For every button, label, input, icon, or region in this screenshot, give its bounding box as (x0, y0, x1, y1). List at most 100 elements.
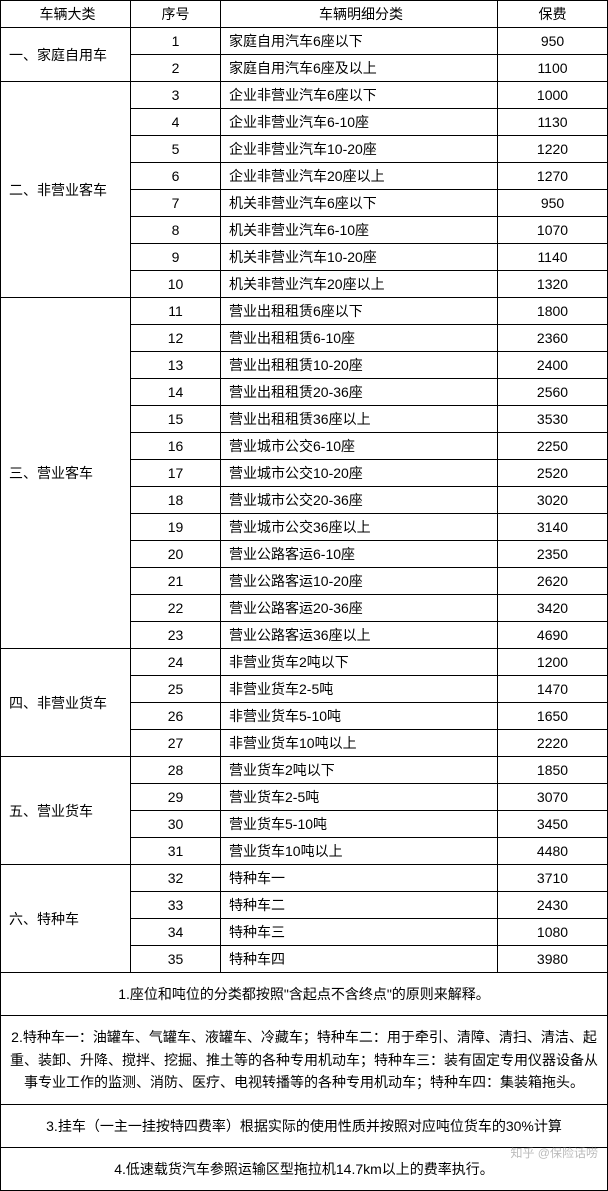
header-row: 车辆大类 序号 车辆明细分类 保费 (1, 1, 608, 28)
seq-cell: 26 (131, 703, 221, 730)
seq-cell: 16 (131, 433, 221, 460)
seq-cell: 29 (131, 784, 221, 811)
detail-cell: 机关非营业汽车6-10座 (221, 217, 498, 244)
table-row: 一、家庭自用车1家庭自用汽车6座以下950 (1, 28, 608, 55)
fee-cell: 1080 (498, 919, 608, 946)
category-cell: 四、非营业货车 (1, 649, 131, 757)
note-row: 4.低速载货汽车参照运输区型拖拉机14.7km以上的费率执行。 (1, 1147, 608, 1190)
fee-cell: 1200 (498, 649, 608, 676)
seq-cell: 3 (131, 82, 221, 109)
detail-cell: 企业非营业汽车10-20座 (221, 136, 498, 163)
fee-cell: 2360 (498, 325, 608, 352)
detail-cell: 营业出租租赁6-10座 (221, 325, 498, 352)
fee-cell: 1270 (498, 163, 608, 190)
fee-cell: 1850 (498, 757, 608, 784)
seq-cell: 11 (131, 298, 221, 325)
fee-cell: 4690 (498, 622, 608, 649)
note-cell: 4.低速载货汽车参照运输区型拖拉机14.7km以上的费率执行。 (1, 1147, 608, 1190)
seq-cell: 12 (131, 325, 221, 352)
category-cell: 六、特种车 (1, 865, 131, 973)
note-cell: 1.座位和吨位的分类都按照"含起点不含终点"的原则来解释。 (1, 973, 608, 1016)
note-row: 3.挂车（一主一挂按特四费率）根据实际的使用性质并按照对应吨位货车的30%计算 (1, 1104, 608, 1147)
fee-cell: 2250 (498, 433, 608, 460)
seq-cell: 18 (131, 487, 221, 514)
fee-cell: 3530 (498, 406, 608, 433)
fee-cell: 1100 (498, 55, 608, 82)
fee-cell: 1220 (498, 136, 608, 163)
fee-cell: 1130 (498, 109, 608, 136)
detail-cell: 营业公路客运36座以上 (221, 622, 498, 649)
seq-cell: 25 (131, 676, 221, 703)
detail-cell: 非营业货车2吨以下 (221, 649, 498, 676)
detail-cell: 营业公路客运6-10座 (221, 541, 498, 568)
detail-cell: 营业城市公交10-20座 (221, 460, 498, 487)
detail-cell: 企业非营业汽车20座以上 (221, 163, 498, 190)
fee-cell: 2400 (498, 352, 608, 379)
seq-cell: 32 (131, 865, 221, 892)
fee-cell: 2620 (498, 568, 608, 595)
note-row: 1.座位和吨位的分类都按照"含起点不含终点"的原则来解释。 (1, 973, 608, 1016)
seq-cell: 19 (131, 514, 221, 541)
detail-cell: 企业非营业汽车6-10座 (221, 109, 498, 136)
seq-cell: 5 (131, 136, 221, 163)
detail-cell: 营业货车10吨以上 (221, 838, 498, 865)
fee-cell: 1320 (498, 271, 608, 298)
fee-cell: 2430 (498, 892, 608, 919)
header-seq: 序号 (131, 1, 221, 28)
detail-cell: 机关非营业汽车20座以上 (221, 271, 498, 298)
fee-cell: 2560 (498, 379, 608, 406)
fee-cell: 1470 (498, 676, 608, 703)
note-cell: 3.挂车（一主一挂按特四费率）根据实际的使用性质并按照对应吨位货车的30%计算 (1, 1104, 608, 1147)
fee-cell: 1140 (498, 244, 608, 271)
category-cell: 三、营业客车 (1, 298, 131, 649)
fee-cell: 4480 (498, 838, 608, 865)
category-cell: 一、家庭自用车 (1, 28, 131, 82)
seq-cell: 20 (131, 541, 221, 568)
table-row: 六、特种车32特种车一3710 (1, 865, 608, 892)
seq-cell: 13 (131, 352, 221, 379)
fee-cell: 2220 (498, 730, 608, 757)
category-cell: 五、营业货车 (1, 757, 131, 865)
detail-cell: 营业货车2吨以下 (221, 757, 498, 784)
detail-cell: 非营业货车2-5吨 (221, 676, 498, 703)
seq-cell: 7 (131, 190, 221, 217)
seq-cell: 31 (131, 838, 221, 865)
seq-cell: 35 (131, 946, 221, 973)
fee-cell: 3140 (498, 514, 608, 541)
seq-cell: 27 (131, 730, 221, 757)
fee-cell: 1000 (498, 82, 608, 109)
detail-cell: 营业出租租赁10-20座 (221, 352, 498, 379)
header-fee: 保费 (498, 1, 608, 28)
fee-cell: 3980 (498, 946, 608, 973)
fee-cell: 1800 (498, 298, 608, 325)
fee-cell: 2350 (498, 541, 608, 568)
seq-cell: 4 (131, 109, 221, 136)
detail-cell: 非营业货车10吨以上 (221, 730, 498, 757)
seq-cell: 15 (131, 406, 221, 433)
detail-cell: 营业出租租赁6座以下 (221, 298, 498, 325)
detail-cell: 营业货车2-5吨 (221, 784, 498, 811)
fee-cell: 950 (498, 190, 608, 217)
fee-cell: 3020 (498, 487, 608, 514)
detail-cell: 营业城市公交6-10座 (221, 433, 498, 460)
detail-cell: 企业非营业汽车6座以下 (221, 82, 498, 109)
seq-cell: 6 (131, 163, 221, 190)
detail-cell: 营业出租租赁36座以上 (221, 406, 498, 433)
seq-cell: 17 (131, 460, 221, 487)
insurance-rate-table: 车辆大类 序号 车辆明细分类 保费 一、家庭自用车1家庭自用汽车6座以下950 2… (0, 0, 608, 1191)
seq-cell: 21 (131, 568, 221, 595)
seq-cell: 22 (131, 595, 221, 622)
detail-cell: 营业城市公交36座以上 (221, 514, 498, 541)
fee-cell: 950 (498, 28, 608, 55)
detail-cell: 机关非营业汽车6座以下 (221, 190, 498, 217)
seq-cell: 33 (131, 892, 221, 919)
category-cell: 二、非营业客车 (1, 82, 131, 298)
fee-cell: 1650 (498, 703, 608, 730)
detail-cell: 家庭自用汽车6座以下 (221, 28, 498, 55)
fee-cell: 3420 (498, 595, 608, 622)
seq-cell: 9 (131, 244, 221, 271)
header-detail: 车辆明细分类 (221, 1, 498, 28)
detail-cell: 特种车三 (221, 919, 498, 946)
detail-cell: 营业城市公交20-36座 (221, 487, 498, 514)
detail-cell: 特种车二 (221, 892, 498, 919)
